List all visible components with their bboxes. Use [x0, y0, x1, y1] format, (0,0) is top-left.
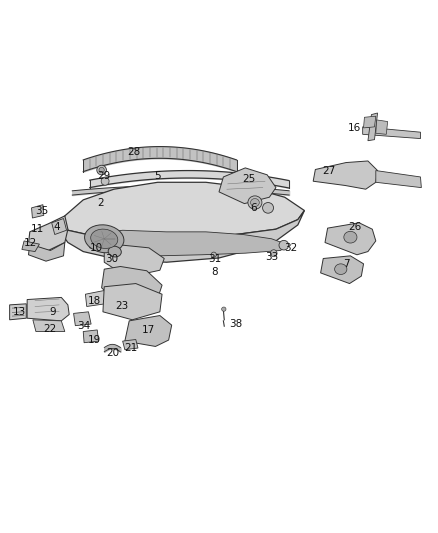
Ellipse shape — [279, 240, 289, 250]
Text: 27: 27 — [322, 166, 335, 175]
Ellipse shape — [108, 246, 121, 257]
Ellipse shape — [211, 252, 216, 257]
Text: 19: 19 — [88, 335, 101, 344]
Text: 22: 22 — [43, 324, 56, 334]
Text: 23: 23 — [115, 302, 128, 311]
Polygon shape — [27, 297, 69, 321]
Polygon shape — [219, 168, 276, 204]
Polygon shape — [376, 120, 388, 134]
Polygon shape — [123, 340, 138, 350]
Ellipse shape — [222, 307, 226, 311]
Polygon shape — [313, 161, 378, 189]
Polygon shape — [83, 330, 99, 343]
Polygon shape — [28, 243, 65, 261]
Ellipse shape — [335, 264, 347, 274]
Polygon shape — [103, 284, 162, 320]
Polygon shape — [28, 216, 68, 251]
Polygon shape — [52, 219, 67, 235]
Polygon shape — [325, 223, 376, 255]
Polygon shape — [32, 205, 44, 218]
Text: 31: 31 — [208, 254, 221, 263]
Polygon shape — [376, 171, 421, 188]
Polygon shape — [321, 256, 364, 284]
Text: 10: 10 — [90, 243, 103, 253]
Text: 9: 9 — [49, 307, 56, 317]
Polygon shape — [363, 127, 420, 139]
Text: 8: 8 — [211, 267, 218, 277]
Polygon shape — [364, 116, 376, 128]
Polygon shape — [88, 230, 289, 256]
Ellipse shape — [101, 177, 109, 185]
Text: 16: 16 — [348, 123, 361, 133]
Text: 25: 25 — [242, 174, 255, 183]
Text: 32: 32 — [285, 243, 298, 253]
Polygon shape — [125, 316, 172, 346]
Polygon shape — [10, 304, 26, 320]
Text: 26: 26 — [348, 222, 361, 231]
Ellipse shape — [97, 165, 106, 175]
Polygon shape — [104, 245, 164, 274]
Polygon shape — [33, 320, 65, 332]
Ellipse shape — [99, 167, 104, 173]
Text: 34: 34 — [78, 321, 91, 331]
Text: 33: 33 — [265, 252, 278, 262]
Polygon shape — [74, 312, 91, 326]
Ellipse shape — [270, 249, 277, 257]
Text: 21: 21 — [124, 343, 137, 352]
Text: 38: 38 — [229, 319, 242, 328]
Text: 20: 20 — [106, 348, 120, 358]
Polygon shape — [22, 241, 39, 252]
Text: 30: 30 — [105, 254, 118, 263]
Text: 4: 4 — [53, 222, 60, 231]
Polygon shape — [368, 113, 378, 141]
Text: 12: 12 — [24, 238, 37, 247]
Text: 11: 11 — [31, 224, 44, 234]
Polygon shape — [102, 266, 162, 305]
Text: 18: 18 — [88, 296, 101, 306]
Text: 5: 5 — [154, 171, 161, 181]
Text: 35: 35 — [35, 206, 48, 215]
Text: 2: 2 — [97, 198, 104, 207]
Text: 6: 6 — [251, 203, 258, 213]
Ellipse shape — [85, 225, 124, 253]
Text: 28: 28 — [127, 147, 140, 157]
Ellipse shape — [251, 199, 259, 207]
Text: 13: 13 — [13, 307, 26, 317]
Polygon shape — [61, 182, 304, 239]
Text: 7: 7 — [343, 259, 350, 269]
Text: 17: 17 — [142, 326, 155, 335]
Ellipse shape — [248, 196, 262, 209]
Ellipse shape — [344, 231, 357, 243]
Text: 29: 29 — [98, 171, 111, 181]
Polygon shape — [60, 211, 304, 262]
Ellipse shape — [91, 229, 118, 248]
Polygon shape — [85, 290, 105, 306]
Ellipse shape — [262, 203, 273, 213]
